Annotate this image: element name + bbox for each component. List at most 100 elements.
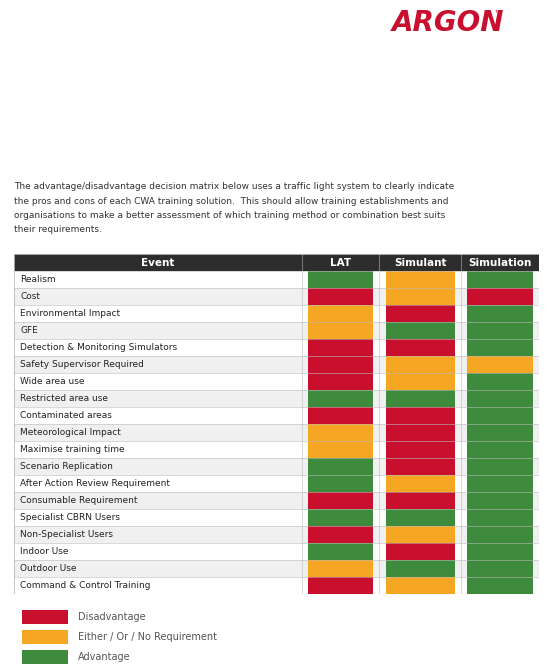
Bar xyxy=(14,288,539,305)
Bar xyxy=(14,475,539,492)
Text: into CBRN training, along with the advantages/disadvantages, cost and the enviro: into CBRN training, along with the advan… xyxy=(14,102,445,112)
Bar xyxy=(14,424,539,441)
Text: The advantage/disadvantage decision matrix below uses a traffic light system to : The advantage/disadvantage decision matr… xyxy=(14,182,454,191)
Text: ARGON: ARGON xyxy=(392,9,504,37)
Bar xyxy=(14,577,539,594)
Bar xyxy=(355,0,553,46)
Bar xyxy=(467,288,533,305)
Bar xyxy=(308,492,373,509)
Bar xyxy=(467,560,533,577)
Bar xyxy=(308,288,373,305)
Text: After Action Review Requirement: After Action Review Requirement xyxy=(20,479,170,488)
Bar xyxy=(386,543,455,560)
Text: GFE: GFE xyxy=(20,326,38,335)
Bar xyxy=(467,305,533,322)
Bar xyxy=(467,356,533,373)
Text: Simulation: Simulation xyxy=(468,257,532,267)
Bar xyxy=(467,390,533,407)
Bar xyxy=(14,322,539,339)
Bar xyxy=(308,424,373,441)
Bar xyxy=(386,458,455,475)
Text: Cost: Cost xyxy=(20,292,40,301)
Bar xyxy=(386,492,455,509)
Bar xyxy=(386,509,455,526)
Bar xyxy=(461,254,539,271)
Text: Either / Or / No Requirement: Either / Or / No Requirement xyxy=(78,632,217,642)
Text: Outdoor Use: Outdoor Use xyxy=(20,564,77,573)
Text: Command & Control Training: Command & Control Training xyxy=(20,581,150,590)
Bar xyxy=(308,305,373,322)
Bar xyxy=(308,560,373,577)
Bar xyxy=(467,577,533,594)
Text: Specialist CBRN Users: Specialist CBRN Users xyxy=(20,513,120,522)
Bar xyxy=(386,288,455,305)
Bar xyxy=(386,441,455,458)
Bar xyxy=(308,526,373,543)
Bar xyxy=(14,271,539,288)
Text: the pros and cons of each CWA training solution.  This should allow training est: the pros and cons of each CWA training s… xyxy=(14,196,448,205)
Bar xyxy=(308,475,373,492)
Bar xyxy=(308,407,373,424)
Text: Indoor Use: Indoor Use xyxy=(20,547,69,556)
Bar xyxy=(467,323,533,338)
Bar xyxy=(386,271,455,288)
Bar xyxy=(308,271,373,288)
Bar xyxy=(386,373,455,390)
Bar xyxy=(308,543,373,560)
Bar xyxy=(308,509,373,526)
Bar xyxy=(308,323,373,338)
Bar xyxy=(22,650,68,664)
Bar xyxy=(14,254,302,271)
Text: Detection & Monitoring Simulators: Detection & Monitoring Simulators xyxy=(20,343,178,352)
Bar xyxy=(14,492,539,509)
Bar xyxy=(14,543,539,560)
Bar xyxy=(379,254,461,271)
Bar xyxy=(386,526,455,543)
Bar xyxy=(386,356,455,373)
Bar xyxy=(308,373,373,390)
Text: Wide area use: Wide area use xyxy=(20,377,85,386)
Bar xyxy=(467,509,533,526)
Bar xyxy=(14,305,539,322)
Bar xyxy=(308,458,373,475)
Text: impact of using the differing methods, it is time to summarise our findings.: impact of using the differing methods, i… xyxy=(14,117,372,126)
Text: ™: ™ xyxy=(494,8,504,18)
Bar xyxy=(14,407,539,424)
Text: Disadvantage: Disadvantage xyxy=(78,612,145,622)
Bar xyxy=(14,390,539,407)
Bar xyxy=(467,407,533,424)
Bar xyxy=(302,254,379,271)
Text: Maximise training time: Maximise training time xyxy=(20,445,125,454)
Bar xyxy=(386,577,455,594)
Bar xyxy=(308,390,373,407)
Text: Event: Event xyxy=(141,257,174,267)
Bar xyxy=(308,577,373,594)
Text: Simulant: Simulant xyxy=(394,257,446,267)
Bar xyxy=(386,305,455,322)
Bar xyxy=(386,339,455,356)
Bar xyxy=(467,492,533,509)
Bar xyxy=(14,458,539,475)
Bar xyxy=(467,339,533,356)
Text: Environmental Impact: Environmental Impact xyxy=(20,309,120,318)
Text: Contaminated areas: Contaminated areas xyxy=(20,411,112,420)
Bar xyxy=(386,407,455,424)
Bar xyxy=(386,390,455,407)
Bar xyxy=(14,441,539,458)
Bar xyxy=(467,526,533,543)
Text: their requirements.: their requirements. xyxy=(14,225,102,235)
Text: Having addressed the merits of using LAT, SAT and simulation training, to projec: Having addressed the merits of using LAT… xyxy=(14,88,439,97)
Bar xyxy=(467,543,533,560)
Text: SAT and simulation training: SAT and simulation training xyxy=(14,46,340,66)
Bar xyxy=(14,560,539,577)
Bar xyxy=(467,475,533,492)
Bar xyxy=(467,424,533,441)
Bar xyxy=(467,373,533,390)
Text: A direct comparison of LAT,: A direct comparison of LAT, xyxy=(14,12,335,32)
Bar xyxy=(386,424,455,441)
Bar xyxy=(386,323,455,338)
Bar xyxy=(14,356,539,373)
Text: organisations to make a better assessment of which training method or combinatio: organisations to make a better assessmen… xyxy=(14,211,445,220)
Text: Non-Specialist Users: Non-Specialist Users xyxy=(20,530,113,539)
Bar xyxy=(386,475,455,492)
